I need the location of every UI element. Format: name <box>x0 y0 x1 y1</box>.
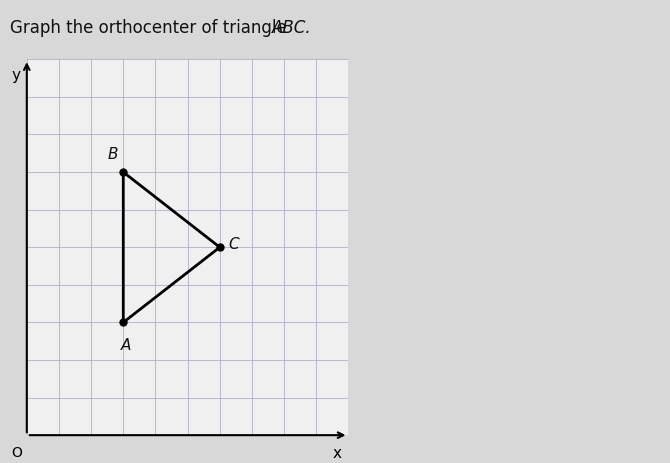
Text: ABC.: ABC. <box>272 19 312 37</box>
Text: O: O <box>11 445 23 459</box>
Text: $B$: $B$ <box>107 145 119 162</box>
Text: y: y <box>11 68 20 83</box>
Text: $C$: $C$ <box>228 236 241 252</box>
Text: $A$: $A$ <box>121 336 133 352</box>
Text: Graph the orthocenter of triangle: Graph the orthocenter of triangle <box>10 19 292 37</box>
Text: x: x <box>333 444 342 460</box>
